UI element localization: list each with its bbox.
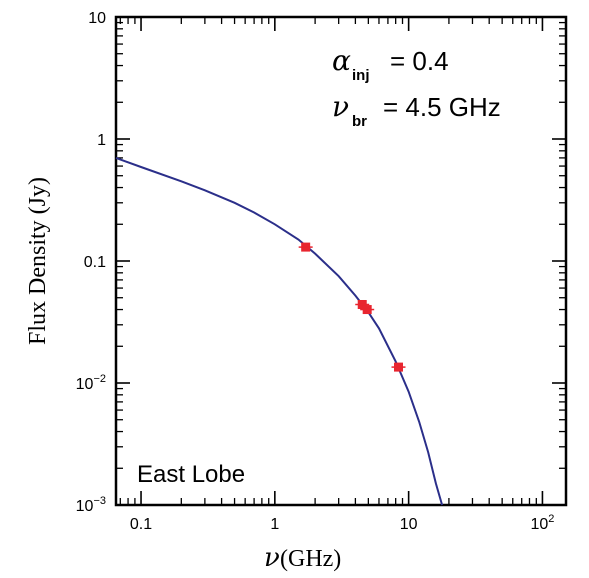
annotation-alpha-subscript: inj <box>352 67 370 84</box>
major-ticks <box>116 16 566 506</box>
x-axis-title-symbol: ν <box>264 543 280 573</box>
annotation-alpha-symbol: α <box>332 44 351 77</box>
x-axis-title-unit: (GHz) <box>280 546 341 572</box>
x-tick-label: 0.1 <box>130 516 152 533</box>
x-tick-label: 10 <box>400 516 418 533</box>
y-tick-label: 0.1 <box>84 254 106 271</box>
annotation-alpha: α inj = 0.4 <box>332 44 449 84</box>
x-tick-label: 1 <box>270 516 279 533</box>
x-tick-label: 102 <box>530 513 554 533</box>
annotation-nu: ν br = 4.5 GHz <box>332 90 501 130</box>
tick-labels: 0.1 1 10 102 10−3 10−2 0.1 1 10 <box>76 10 555 533</box>
panel-label: East Lobe <box>137 461 245 488</box>
y-tick-label: 10 <box>88 10 106 27</box>
y-tick-label: 10−3 <box>76 495 106 515</box>
y-tick-label: 1 <box>97 132 106 149</box>
plot-frame <box>114 15 568 507</box>
y-axis-title: Flux Density (Jy) <box>25 177 51 345</box>
annotation-nu-symbol: ν <box>332 90 349 123</box>
x-axis-title: ν (GHz) <box>264 543 341 573</box>
y-tick-label: 10−2 <box>76 373 106 393</box>
model-curve <box>115 156 444 506</box>
annotation-nu-value: = 4.5 GHz <box>383 92 501 122</box>
annotation-nu-subscript: br <box>352 113 367 130</box>
data-points <box>298 242 406 372</box>
annotation-alpha-value: = 0.4 <box>390 46 449 76</box>
